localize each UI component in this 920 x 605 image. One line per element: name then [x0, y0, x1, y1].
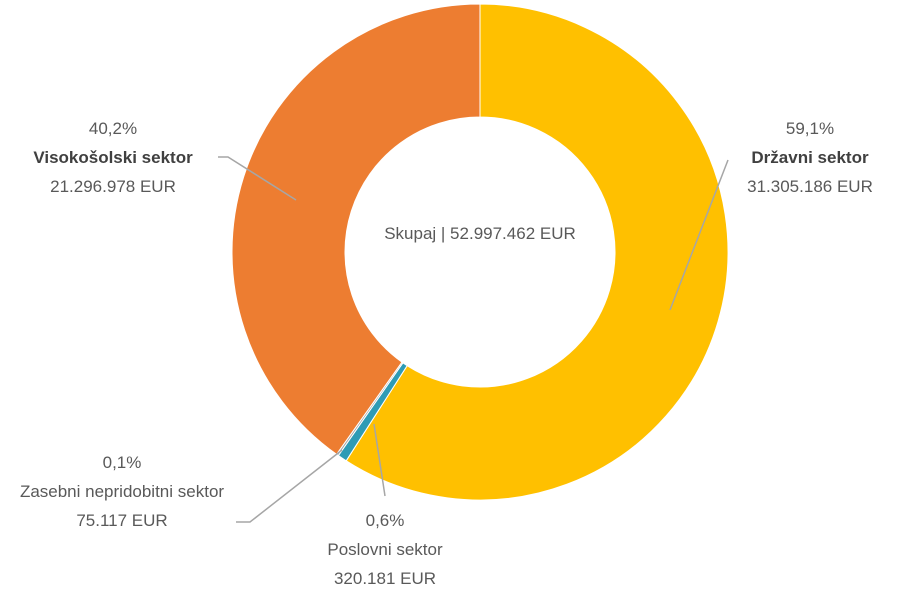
percentage-label: 0,6% — [365, 511, 405, 530]
slice-label: 40,2% Visokošolski sektor 21.296.978 EUR — [2, 114, 224, 201]
leader-line — [236, 449, 343, 523]
donut-slice — [345, 3, 729, 501]
category-label: Zasebni nepridobitni sektor — [19, 482, 225, 501]
value-label: 21.296.978 EUR — [50, 177, 176, 196]
leader-line — [373, 423, 386, 497]
value-label: 75.117 EUR — [76, 511, 168, 530]
value-label: 31.305.186 EUR — [747, 177, 873, 196]
category-label: Poslovni sektor — [327, 540, 443, 559]
value-label: 320.181 EUR — [333, 569, 437, 588]
slice-label: 59,1% Državni sektor 31.305.186 EUR — [710, 114, 910, 201]
slice-label: 0,1% Zasebni nepridobitni sektor 75.117 EU… — [2, 448, 242, 535]
category-label: Visokošolski sektor — [33, 148, 193, 167]
category-label: Državni sektor — [751, 148, 869, 167]
leader-line — [669, 159, 729, 311]
percentage-label: 59,1% — [785, 119, 835, 138]
slice-label: 0,6% Poslovni sektor 320.181 EUR — [285, 506, 485, 593]
percentage-label: 0,1% — [102, 453, 142, 472]
center-label: Skupaj | 52.997.462 EUR — [384, 224, 576, 243]
percentage-label: 40,2% — [88, 119, 138, 138]
leader-line — [218, 156, 297, 201]
donut-slice — [231, 3, 481, 456]
